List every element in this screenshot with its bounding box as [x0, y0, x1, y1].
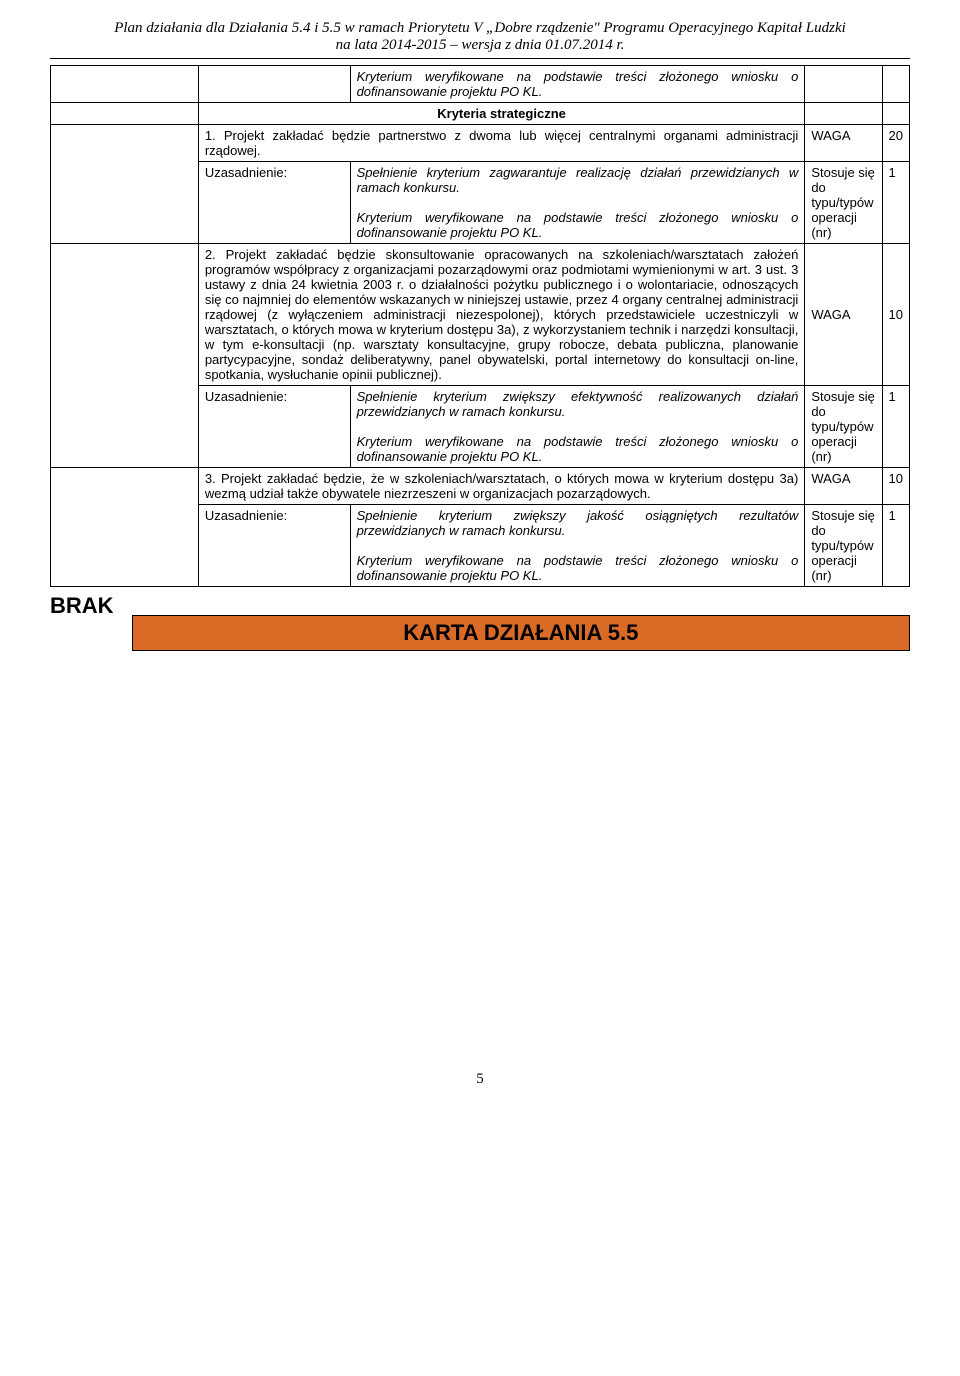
applies-label: Stosuje się do typu/typów operacji (nr) — [805, 505, 882, 587]
page-container: Plan działania dla Działania 5.4 i 5.5 w… — [0, 0, 960, 1118]
waga-label: WAGA — [805, 468, 882, 505]
table-row: Kryteria strategiczne — [51, 103, 910, 125]
uzasadnienie-text: Spełnienie kryterium zwiększy efektywnoś… — [350, 386, 805, 468]
waga-value: 20 — [882, 125, 910, 162]
header-line1: Plan działania dla Działania 5.4 i 5.5 w… — [114, 20, 846, 36]
criteria-table: Kryterium weryfikowane na podstawie treś… — [50, 65, 910, 587]
table-row: 3. Projekt zakładać będzie, że w szkolen… — [51, 468, 910, 505]
table-row: 1. Projekt zakładać będzie partnerstwo z… — [51, 125, 910, 162]
row-desc: Projekt zakładać będzie partnerstwo z dw… — [205, 128, 798, 158]
section-header: Kryteria strategiczne — [198, 103, 805, 125]
top-italic: Kryterium weryfikowane na podstawie treś… — [350, 66, 805, 103]
uzasadnienie-text: Spełnienie kryterium zagwarantuje realiz… — [350, 162, 805, 244]
waga-value: 10 — [882, 244, 910, 386]
uzasadnienie-label: Uzasadnienie: — [198, 386, 350, 468]
row-desc: Projekt zakładać będzie, że w szkoleniac… — [205, 471, 798, 501]
table-row: Kryterium weryfikowane na podstawie treś… — [51, 66, 910, 103]
applies-label: Stosuje się do typu/typów operacji (nr) — [805, 162, 882, 244]
page-header: Plan działania dla Działania 5.4 i 5.5 w… — [50, 20, 910, 54]
brak-label: BRAK — [50, 593, 114, 619]
applies-value: 1 — [882, 162, 910, 244]
uzasadnienie-label: Uzasadnienie: — [198, 162, 350, 244]
header-underline — [50, 58, 910, 59]
row-num: 3. — [205, 471, 216, 486]
waga-label: WAGA — [805, 125, 882, 162]
uzasadnienie-label: Uzasadnienie: — [198, 505, 350, 587]
waga-label: WAGA — [805, 244, 882, 386]
applies-label: Stosuje się do typu/typów operacji (nr) — [805, 386, 882, 468]
uzasadnienie-text: Spełnienie kryterium zwiększy jakość osi… — [350, 505, 805, 587]
applies-value: 1 — [882, 505, 910, 587]
row-num: 2. — [205, 247, 216, 262]
applies-value: 1 — [882, 386, 910, 468]
row-desc: Projekt zakładać będzie skonsultowanie o… — [205, 247, 799, 382]
header-line2: na lata 2014-2015 – wersja z dnia 01.07.… — [336, 37, 625, 53]
row-num: 1. — [205, 128, 216, 143]
page-number: 5 — [50, 1071, 910, 1088]
karta-header: KARTA DZIAŁANIA 5.5 — [132, 615, 910, 651]
waga-value: 10 — [882, 468, 910, 505]
table-row: 2. Projekt zakładać będzie skonsultowani… — [51, 244, 910, 386]
